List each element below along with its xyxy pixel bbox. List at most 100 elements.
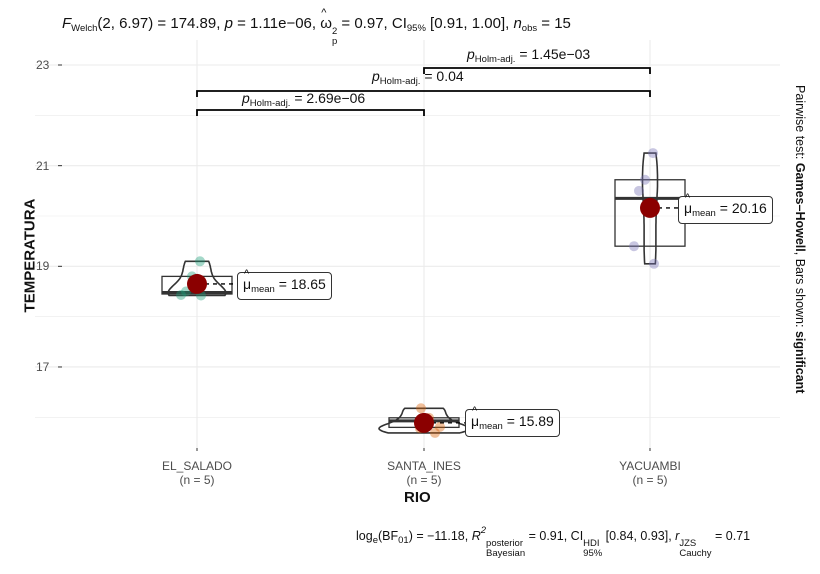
caption-r2-sup2: posterior [486, 538, 524, 549]
data-point [640, 174, 650, 185]
caption-r2-value: = 0.91, CI [525, 529, 584, 543]
subtitle-f-sub: Welch [71, 23, 98, 34]
caption-r: r [675, 529, 680, 543]
chart-caption: loge(BF01) = −11.18, R2 posterior Bayesian… [356, 526, 750, 559]
mean-label: μmean = 15.89 [465, 406, 560, 437]
pairwise-p-sub: Holm-adj. [249, 98, 291, 109]
y-tick-label: 17 [36, 360, 50, 374]
y-tick-label: 23 [36, 58, 50, 72]
pairwise-p-sub: Holm-adj. [379, 76, 421, 87]
x-category: YACUAMBI [619, 459, 681, 473]
caption-r-value: = 0.71 [711, 529, 751, 543]
significance-bracket [423, 67, 651, 74]
mean-eq: = [274, 276, 291, 292]
data-point [435, 421, 445, 432]
mean-value: 20.16 [731, 200, 767, 216]
y-tick-label: 19 [36, 259, 50, 273]
subtitle-omega: ω [320, 8, 332, 31]
pairwise-label-3: pHolm-adj. = 1.45e−03 [467, 47, 590, 65]
x-n-label: (n = 5) [406, 473, 442, 487]
violin [167, 260, 227, 297]
caption-r-sup: JZS [679, 538, 697, 549]
x-axis-label: RIO [404, 489, 431, 506]
mean-point [414, 412, 434, 433]
mean-point [640, 197, 660, 218]
data-point [195, 256, 205, 267]
caption-r2-sub: Bayesian [486, 548, 526, 559]
mean-eq: = [502, 413, 519, 429]
caption-bf-sub: 01 [398, 535, 409, 546]
mean-sub: mean [692, 208, 716, 219]
y-tick-label: 21 [36, 159, 50, 173]
violin [378, 407, 470, 434]
x-tick-label: EL_SALADO (n = 5) [137, 459, 257, 487]
subtitle-p: p [224, 15, 233, 32]
mean-mu: μ [471, 406, 479, 428]
subtitle-f-value: (2, 6.97) = 174.89, [97, 15, 225, 32]
subtitle-n: n [513, 15, 522, 32]
mean-sub: mean [479, 421, 503, 432]
pairwise-value: = 0.04 [420, 68, 464, 84]
caption-r2-sup: 2 [480, 525, 487, 536]
chart-subtitle: FWelch(2, 6.97) = 174.89, p = 1.11e−06, … [62, 8, 571, 47]
mean-mu: μ [243, 269, 251, 291]
subtitle-p-value: = 1.11e−06, [232, 15, 321, 32]
pairwise-label-2: pHolm-adj. = 0.04 [372, 69, 464, 87]
caption-ci-sup: HDI [583, 538, 600, 549]
subtitle-ci-value: [0.91, 1.00], [425, 15, 514, 32]
caption-r2: R [471, 529, 481, 543]
mean-point [187, 273, 207, 294]
pairwise-p: p [467, 46, 475, 62]
mean-mu: μ [684, 193, 692, 215]
subtitle-ci-sub: 95% [406, 23, 426, 34]
side-note: Pairwise test: Games–Howell, Bars shown:… [793, 85, 807, 394]
x-tick-label: YACUAMBI (n = 5) [590, 459, 710, 487]
data-point [649, 258, 659, 269]
subtitle-omega-value: = 0.97, CI [337, 15, 407, 32]
caption-r-sub: Cauchy [679, 548, 712, 559]
mean-label: μmean = 18.65 [237, 269, 332, 300]
y-axis-label: TEMPERATURA [21, 198, 39, 313]
caption-log-sub: e [372, 535, 378, 546]
side-note-c: , Bars shown: [793, 251, 807, 331]
caption-ci-value: [0.84, 0.93], [602, 529, 676, 543]
side-note-d: significant [793, 330, 807, 394]
subtitle-n-sub: obs [521, 23, 538, 34]
side-note-a: Pairwise test: [793, 85, 807, 163]
significance-bracket [196, 90, 651, 97]
data-point [176, 290, 186, 301]
subtitle-omega-sub: p [331, 36, 338, 47]
data-point [634, 185, 644, 196]
caption-log: log [356, 529, 373, 543]
x-n-label: (n = 5) [632, 473, 668, 487]
pairwise-value: = 2.69e−06 [290, 90, 366, 106]
mean-value: 18.65 [290, 276, 326, 292]
mean-value: 15.89 [518, 413, 554, 429]
caption-ci-sub: 95% [583, 548, 603, 559]
caption-bf-value: ) = −11.18, [408, 529, 472, 543]
subtitle-omega-sup: 2 [331, 26, 338, 37]
data-point [629, 241, 639, 252]
caption-bf: (BF [377, 529, 399, 543]
mean-label: μmean = 20.16 [678, 193, 773, 224]
x-category: SANTA_INES [387, 459, 461, 473]
pairwise-p: p [242, 90, 250, 106]
x-tick-label: SANTA_INES (n = 5) [364, 459, 484, 487]
pairwise-p: p [372, 68, 380, 84]
x-category: EL_SALADO [161, 459, 233, 473]
data-point [416, 403, 426, 414]
violin [641, 152, 659, 265]
pairwise-value: = 1.45e−03 [515, 46, 591, 62]
pairwise-label-1: pHolm-adj. = 2.69e−06 [242, 91, 365, 109]
pairwise-p-sub: Holm-adj. [474, 54, 516, 65]
mean-sub: mean [251, 284, 275, 295]
subtitle-f: F [62, 15, 72, 32]
significance-bracket [196, 109, 425, 116]
subtitle-n-value: = 15 [537, 15, 571, 32]
data-point [648, 148, 658, 159]
x-n-label: (n = 5) [179, 473, 215, 487]
data-point [430, 427, 440, 438]
mean-eq: = [715, 200, 732, 216]
side-note-b: Games–Howell [793, 162, 807, 252]
